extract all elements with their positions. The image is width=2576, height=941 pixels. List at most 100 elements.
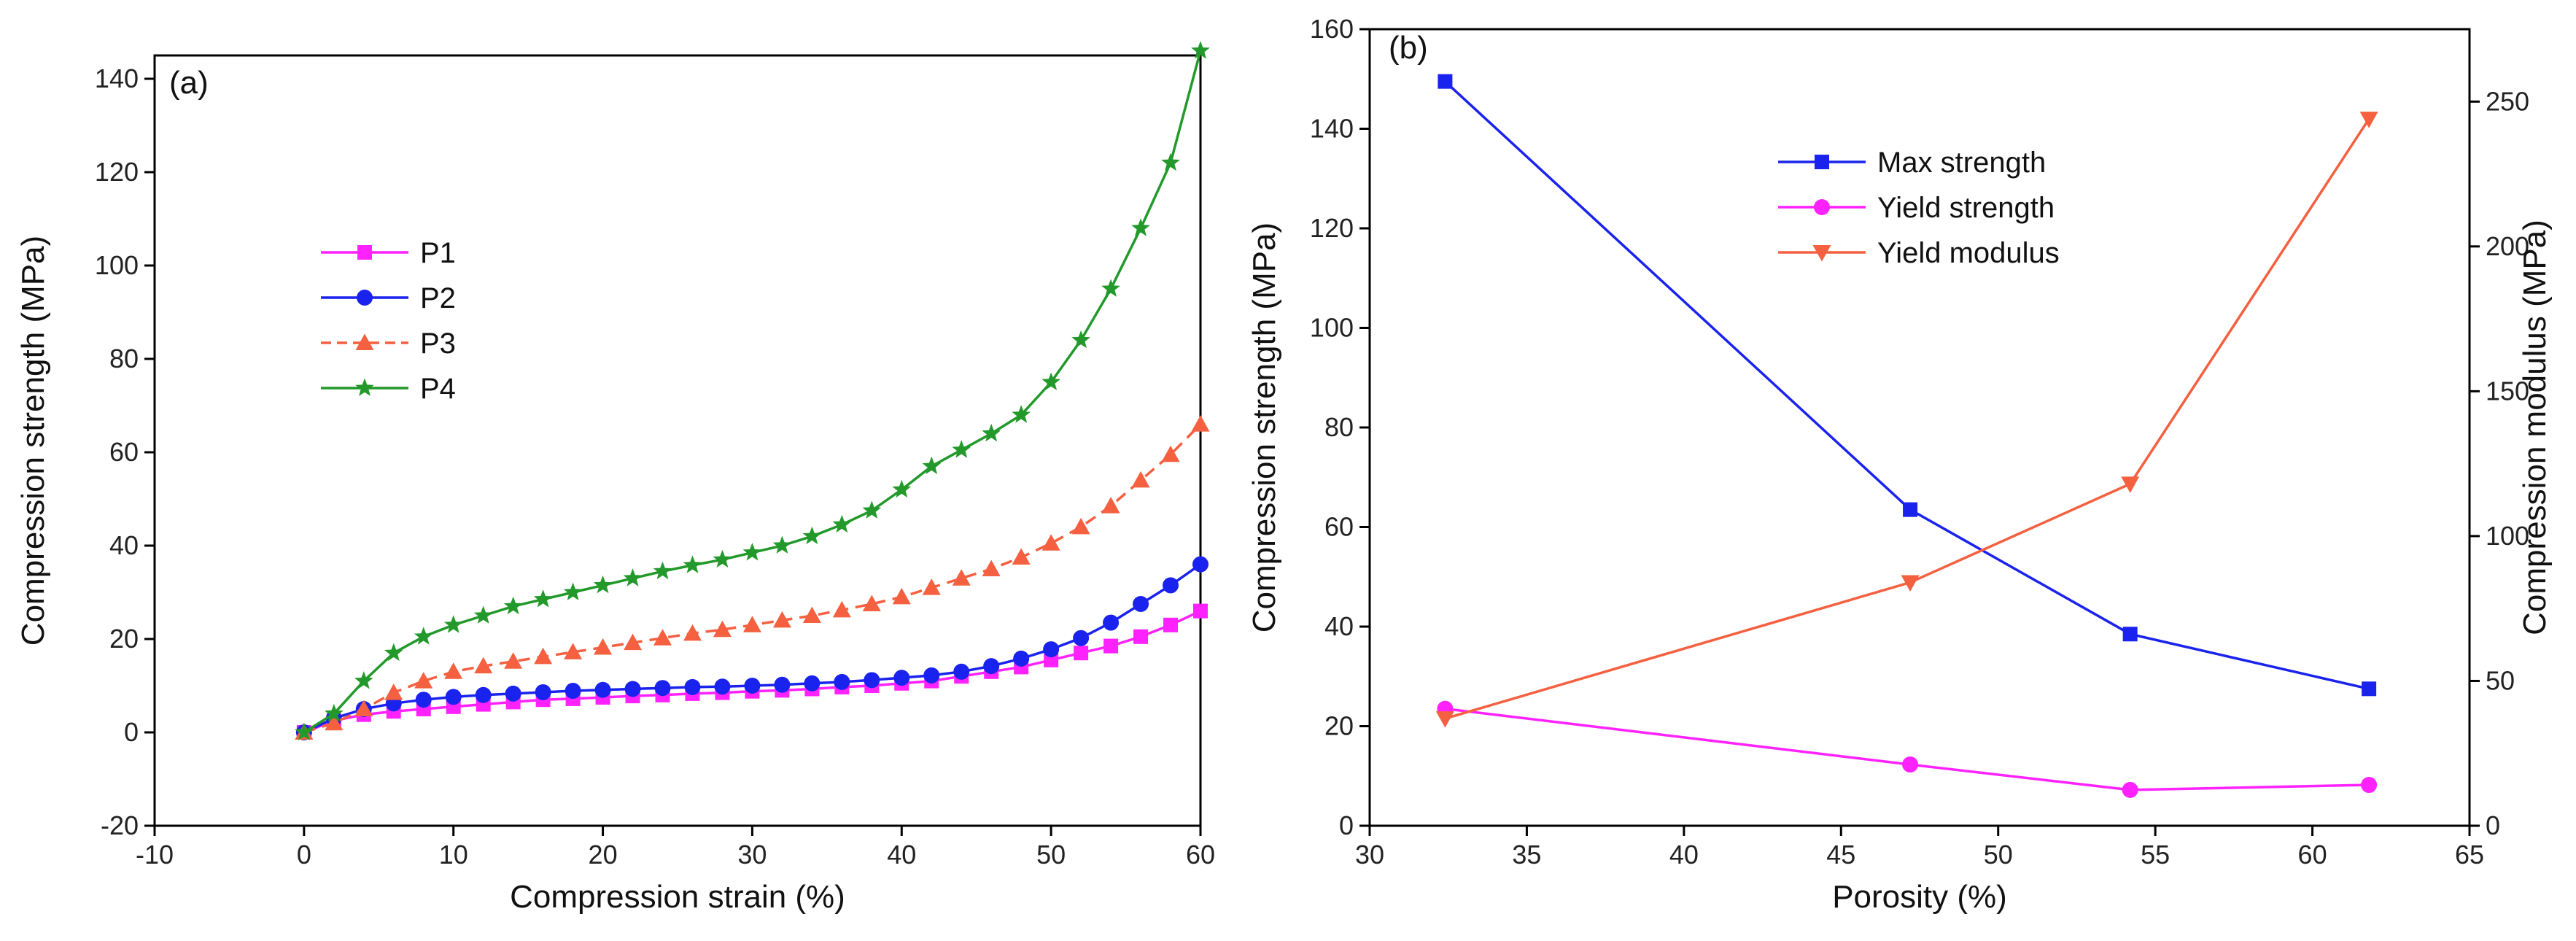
data-point: [1074, 646, 1089, 661]
legend-label: Yield modulus: [1877, 237, 2060, 269]
series-yield-modulus: [1435, 112, 2378, 728]
data-point: [982, 423, 1001, 442]
data-point: [1073, 630, 1090, 646]
data-point: [563, 582, 583, 600]
data-point: [862, 500, 882, 519]
legend: P1 P2 P3 P4: [321, 237, 456, 405]
y-tick-label: 40: [1324, 611, 1354, 641]
data-point: [593, 575, 613, 594]
data-point: [1013, 650, 1030, 667]
data-point: [713, 620, 732, 638]
data-point: [1163, 617, 1179, 632]
data-point: [473, 605, 493, 624]
data-point: [1041, 534, 1060, 551]
data-point: [384, 643, 403, 662]
data-point: [1012, 405, 1031, 423]
data-point: [415, 692, 432, 708]
plot-frame: [153, 54, 1202, 827]
y-tick-label: 120: [95, 157, 139, 187]
data-point: [864, 672, 880, 689]
data-point: [922, 578, 941, 595]
x-tick-label: -10: [136, 840, 174, 870]
y-tick-label: 20: [109, 624, 139, 654]
data-point: [445, 689, 462, 705]
y-tick-label: 120: [1310, 213, 1354, 243]
x-tick-label: 30: [1355, 840, 1384, 870]
data-point: [684, 678, 701, 695]
x-tick-label: 50: [1984, 840, 2013, 870]
data-point: [2121, 476, 2140, 493]
data-point: [503, 596, 523, 615]
legend-label: P1: [420, 237, 456, 269]
data-point: [744, 678, 761, 694]
data-point: [1103, 638, 1119, 654]
y-tick-label: 160: [1310, 14, 1354, 44]
data-point: [1133, 596, 1149, 612]
y-tick-label: 40: [109, 530, 139, 560]
data-point: [893, 670, 910, 686]
y-tick-label: 100: [95, 250, 139, 280]
data-point: [1435, 711, 1454, 728]
y-right-tick-label: 50: [2486, 665, 2515, 695]
legend-marker: [355, 378, 374, 396]
data-point: [354, 671, 373, 689]
y-tick-label: 140: [95, 63, 139, 93]
data-point: [295, 722, 314, 740]
x-tick-label: 10: [439, 840, 468, 870]
legend-marker: [1815, 155, 1829, 169]
series-p3: [295, 415, 1210, 740]
panel-label: (b): [1389, 30, 1428, 66]
data-point: [1133, 629, 1149, 644]
data-point: [2359, 112, 2378, 128]
data-point: [535, 684, 551, 700]
y-right-tick-label: 0: [2486, 810, 2500, 840]
data-point: [1901, 575, 1920, 592]
x-axis-title: Porosity (%): [1832, 879, 2007, 915]
x-tick-label: 50: [1036, 840, 1066, 870]
x-tick-label: 55: [2141, 840, 2170, 870]
data-point: [802, 606, 821, 623]
data-point: [774, 676, 791, 693]
data-point: [1101, 279, 1120, 297]
data-point: [594, 638, 613, 655]
data-point: [683, 555, 702, 573]
series-max-strength: [1438, 74, 2377, 697]
data-point: [504, 652, 523, 669]
y-right-tick-label: 150: [2486, 376, 2529, 406]
data-point: [325, 703, 344, 722]
legend-marker: [355, 333, 374, 350]
data-point: [384, 684, 403, 700]
legend-marker: [1812, 245, 1831, 262]
y-tick-label: 80: [109, 344, 139, 373]
data-point: [713, 549, 732, 568]
y-right-tick-label: 250: [2486, 86, 2529, 116]
data-point: [475, 686, 492, 703]
x-tick-label: 60: [1186, 840, 1215, 870]
data-point: [1103, 614, 1120, 631]
series-line: [1445, 707, 2370, 791]
data-point: [804, 675, 820, 692]
data-point: [1903, 502, 1918, 517]
data-point: [953, 663, 970, 680]
data-point: [1131, 218, 1150, 236]
data-point: [623, 568, 643, 586]
data-point: [834, 673, 850, 690]
legend-label: Max strength: [1877, 147, 2046, 179]
data-point: [653, 629, 672, 646]
data-point: [983, 658, 1000, 675]
x-axis-title: Compression strain (%): [510, 879, 845, 915]
data-point: [2122, 781, 2138, 798]
y-tick-label: 140: [1310, 114, 1354, 144]
data-point: [354, 700, 373, 716]
data-point: [923, 667, 940, 684]
data-point: [594, 681, 611, 698]
data-point: [444, 662, 463, 679]
data-point: [832, 514, 852, 533]
legend-marker: [357, 290, 373, 306]
data-point: [1161, 152, 1180, 171]
x-tick-label: 40: [1669, 840, 1699, 870]
series-p2: [295, 556, 1209, 740]
data-point: [533, 589, 553, 608]
x-tick-label: 60: [2298, 840, 2327, 870]
